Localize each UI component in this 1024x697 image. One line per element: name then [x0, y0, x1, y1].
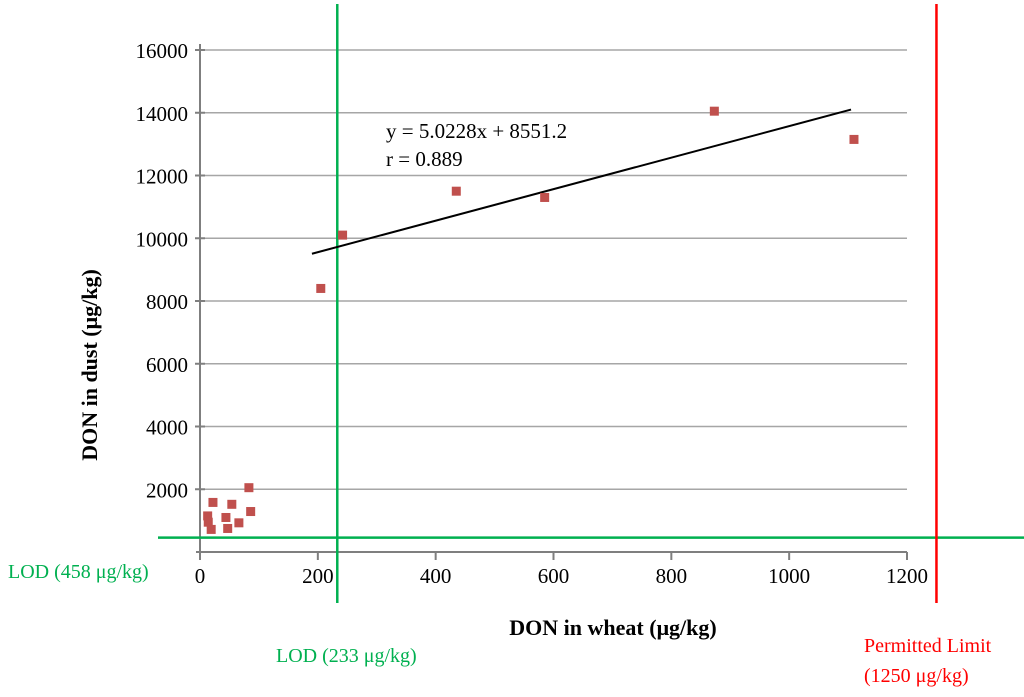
permitted-limit-label: Permitted Limit (1250 μg/kg) [864, 631, 991, 691]
data-point-9 [246, 507, 256, 517]
regression-line [311, 108, 852, 255]
x-tick-label-600: 600 [538, 564, 570, 588]
trendline-r-value: r = 0.889 [386, 147, 463, 171]
data-point-0 [203, 511, 213, 521]
data-point-15 [849, 134, 859, 144]
data-point-11 [338, 230, 348, 240]
data-point-14 [709, 106, 719, 116]
data-point-6 [227, 499, 237, 509]
x-tick-label-0: 0 [195, 564, 206, 588]
y-tick-label-12000: 12000 [136, 165, 189, 189]
y-tick-label-16000: 16000 [136, 39, 189, 63]
x-tick-label-1200: 1200 [886, 564, 928, 588]
data-point-3 [208, 497, 218, 507]
y-tick-label-4000: 4000 [146, 416, 188, 440]
data-point-4 [221, 512, 231, 522]
x-tick-label-200: 200 [302, 564, 334, 588]
axes [195, 44, 908, 560]
lod-dust-label: LOD (458 μg/kg) [8, 561, 149, 583]
trendline-equation: y = 5.0228x + 8551.2 [386, 119, 568, 143]
y-axis-title: DON in dust (μg/kg) [77, 269, 102, 461]
trend-line [311, 108, 852, 255]
x-tick-label-1000: 1000 [768, 564, 810, 588]
permitted-limit-label-line2: (1250 μg/kg) [864, 665, 969, 687]
y-tick-label-2000: 2000 [146, 478, 188, 502]
permitted-limit-label-line1: Permitted Limit [864, 635, 992, 657]
y-tick-label-8000: 8000 [146, 290, 188, 314]
y-tick-label-14000: 14000 [136, 102, 189, 126]
data-point-8 [244, 483, 254, 493]
data-points [203, 106, 859, 534]
x-tick-label-800: 800 [656, 564, 688, 588]
data-point-7 [234, 518, 244, 528]
data-point-10 [316, 283, 326, 293]
trendline-annotation: y = 5.0228x + 8551.2 r = 0.889 [386, 117, 567, 173]
x-tick-label-400: 400 [420, 564, 452, 588]
lod-wheat-label: LOD (233 μg/kg) [276, 645, 417, 667]
gridlines [200, 49, 907, 490]
data-point-5 [223, 523, 233, 533]
data-point-2 [206, 524, 216, 534]
x-axis-title: DON in wheat (μg/kg) [509, 615, 717, 640]
reference-lines [158, 4, 1024, 603]
y-tick-label-10000: 10000 [136, 227, 189, 251]
y-tick-label-6000: 6000 [146, 353, 188, 377]
tick-labels: 2000 4000 6000 8000 10000 12000 14000 16000 0 200… [136, 39, 929, 588]
data-point-1 [203, 517, 213, 527]
data-point-13 [540, 192, 550, 202]
data-point-12 [451, 186, 461, 196]
